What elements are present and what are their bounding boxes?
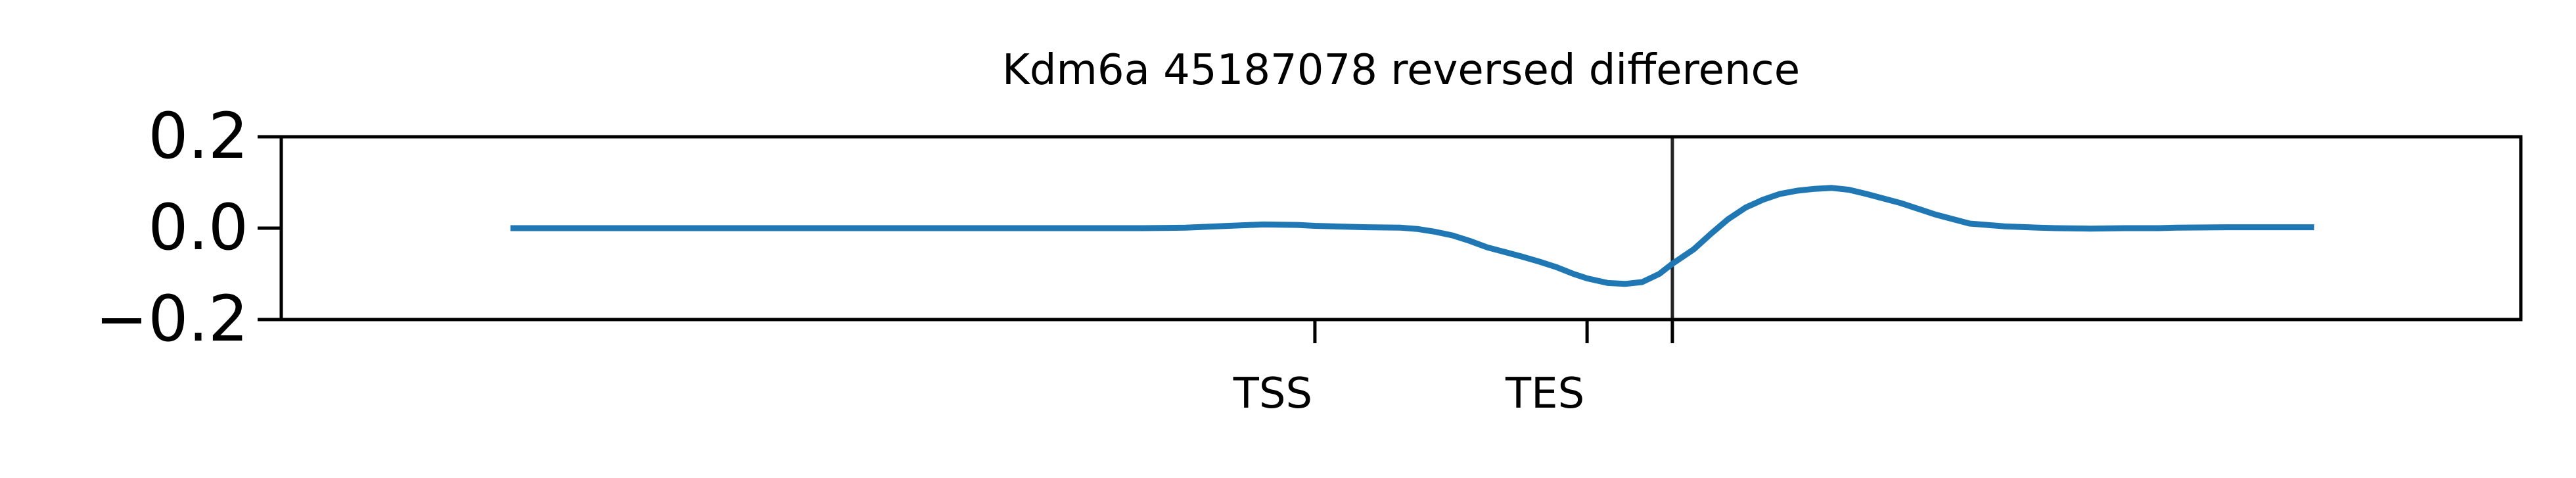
x-tick-label: TES bbox=[1505, 370, 1584, 418]
x-axis: TSS TES bbox=[1233, 320, 1674, 418]
plot-frame bbox=[279, 135, 2523, 322]
x-tick-label: TSS bbox=[1233, 370, 1312, 418]
series-line bbox=[510, 185, 2314, 287]
y-tick-label: 0.0 bbox=[148, 191, 248, 264]
plot-area bbox=[510, 137, 2314, 320]
chart-title: Kdm6a 45187078 reversed difference bbox=[1002, 46, 1800, 95]
y-axis: 0.2 0.0 −0.2 bbox=[95, 99, 281, 356]
y-tick-label: −0.2 bbox=[95, 282, 248, 356]
y-tick-label: 0.2 bbox=[148, 99, 248, 173]
